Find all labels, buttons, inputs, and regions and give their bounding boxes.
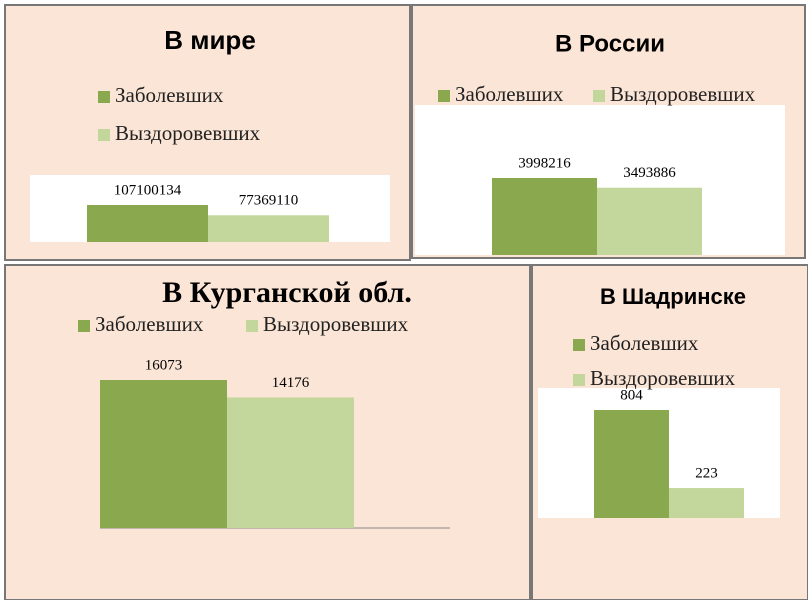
legend-swatch (438, 90, 450, 102)
legend-swatch (98, 91, 110, 103)
legend-label: Выздоровевших (590, 366, 736, 390)
chart-title: В Курганской обл. (162, 276, 412, 309)
bar (594, 410, 669, 518)
bar (492, 178, 597, 255)
legend-swatch (573, 339, 585, 351)
legend-label: Выздоровевших (610, 82, 756, 106)
bar (227, 397, 354, 528)
chart-title: В мире (164, 25, 256, 55)
bar (597, 187, 702, 255)
data-label: 77369110 (239, 193, 298, 209)
bar (208, 215, 329, 242)
data-label: 14176 (272, 375, 310, 391)
bar (669, 488, 744, 518)
data-label: 223 (695, 465, 718, 481)
data-label: 3998216 (518, 155, 571, 171)
data-label: 16073 (145, 357, 183, 373)
data-label: 3493886 (623, 165, 676, 181)
legend-label: Выздоровевших (263, 312, 409, 336)
data-label: 804 (620, 387, 643, 403)
legend-swatch (573, 374, 585, 386)
legend-swatch (98, 129, 110, 141)
legend-label: Заболевших (455, 82, 564, 106)
legend-label: Заболевших (95, 312, 204, 336)
data-label: 107100134 (114, 182, 182, 198)
legend-swatch (593, 90, 605, 102)
legend-label: Заболевших (115, 83, 224, 107)
bar (100, 380, 227, 528)
legend-label: Заболевших (590, 331, 699, 355)
legend-swatch (246, 320, 258, 332)
chart-title: В России (555, 30, 665, 57)
chart-title: В Шадринске (600, 284, 746, 309)
legend-label: Выздоровевших (115, 121, 261, 145)
bar (87, 205, 208, 242)
legend-swatch (78, 320, 90, 332)
